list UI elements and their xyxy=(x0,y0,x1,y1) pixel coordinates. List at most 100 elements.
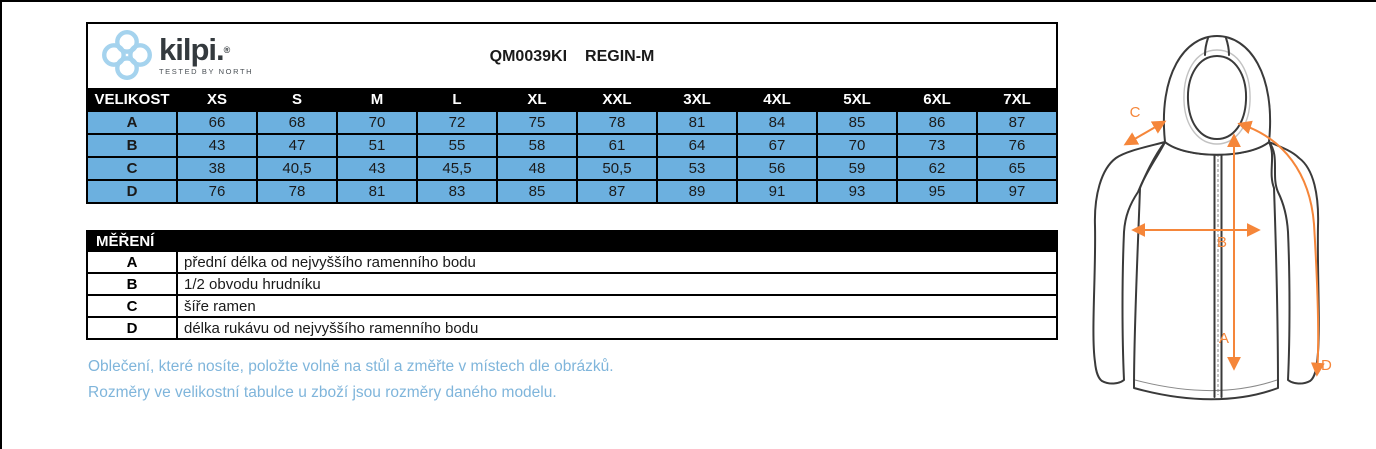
measure-arrow-c xyxy=(1123,120,1167,146)
jacket-torso xyxy=(1133,141,1279,401)
size-table-block: kilpi.® TESTED BY NORTH QM0039KI REGIN-M … xyxy=(86,22,1058,204)
jacket-hem-stitch xyxy=(1134,379,1278,391)
brand-name: kilpi.® xyxy=(159,31,231,67)
size-value-cell: 95 xyxy=(898,181,976,202)
size-column-header: L xyxy=(418,88,496,110)
size-value-cell: 85 xyxy=(818,112,896,133)
size-row-label: C xyxy=(88,158,176,179)
measurement-legend-title: MĚŘENÍ xyxy=(88,232,1056,250)
size-value-cell: 73 xyxy=(898,135,976,156)
jacket-hood-top-seams xyxy=(1204,37,1230,56)
note-line-2: Rozměry ve velikostní tabulce u zboží js… xyxy=(88,384,557,401)
size-column-header: XL xyxy=(498,88,576,110)
size-value-cell: 93 xyxy=(818,181,896,202)
brand-tagline: TESTED BY NORTH xyxy=(159,66,254,76)
size-value-cell: 59 xyxy=(818,158,896,179)
size-column-header: M xyxy=(338,88,416,110)
size-row-label: A xyxy=(88,112,176,133)
size-column-header: XXL xyxy=(578,88,656,110)
diagram-label-d: D xyxy=(1321,357,1332,374)
size-column-header: XS xyxy=(178,88,256,110)
product-code: QM0039KI xyxy=(489,48,568,65)
size-value-cell: 66 xyxy=(178,112,256,133)
product-name: REGIN-M xyxy=(585,48,655,65)
measure-row-label: A xyxy=(88,252,176,272)
jacket-left-sleeve xyxy=(1092,141,1166,385)
size-value-cell: 68 xyxy=(258,112,336,133)
jacket-zipper-placket xyxy=(1213,141,1223,398)
size-column-header: S xyxy=(258,88,336,110)
size-value-cell: 61 xyxy=(578,135,656,156)
size-value-cell: 50,5 xyxy=(578,158,656,179)
size-value-cell: 78 xyxy=(258,181,336,202)
size-column-header: 4XL xyxy=(738,88,816,110)
jacket-diagram: C B A D xyxy=(1092,35,1332,401)
size-value-cell: 85 xyxy=(498,181,576,202)
kilpi-knot-icon xyxy=(102,30,152,80)
size-row-label: B xyxy=(88,135,176,156)
size-value-cell: 87 xyxy=(578,181,656,202)
size-value-cell: 84 xyxy=(738,112,816,133)
measurement-notes: Oblečení, které nosíte, položte volně na… xyxy=(88,354,614,406)
size-value-cell: 40,5 xyxy=(258,158,336,179)
size-value-cell: 81 xyxy=(658,112,736,133)
size-value-cell: 53 xyxy=(658,158,736,179)
size-value-cell: 89 xyxy=(658,181,736,202)
size-value-cell: 75 xyxy=(498,112,576,133)
size-value-cell: 51 xyxy=(338,135,416,156)
size-column-header: 5XL xyxy=(818,88,896,110)
measure-row-description: šíře ramen xyxy=(178,296,1056,316)
size-row-label: D xyxy=(88,181,176,202)
size-value-cell: 70 xyxy=(338,112,416,133)
size-value-cell: 45,5 xyxy=(418,158,496,179)
measure-row-description: délka rukávu od nejvyššího ramenního bod… xyxy=(178,318,1056,338)
jacket-hood-opening xyxy=(1186,55,1248,140)
note-line-1: Oblečení, které nosíte, položte volně na… xyxy=(88,358,614,375)
measure-row-label: B xyxy=(88,274,176,294)
size-value-cell: 67 xyxy=(738,135,816,156)
measure-row-label: D xyxy=(88,318,176,338)
size-value-cell: 91 xyxy=(738,181,816,202)
size-value-cell: 58 xyxy=(498,135,576,156)
registered-mark: ® xyxy=(223,44,231,55)
size-column-header: 7XL xyxy=(978,88,1056,110)
size-value-cell: 76 xyxy=(178,181,256,202)
size-value-cell: 83 xyxy=(418,181,496,202)
size-value-cell: 81 xyxy=(338,181,416,202)
measure-row-description: přední délka od nejvyššího ramenního bod… xyxy=(178,252,1056,272)
size-value-cell: 78 xyxy=(578,112,656,133)
size-value-cell: 86 xyxy=(898,112,976,133)
size-value-cell: 55 xyxy=(418,135,496,156)
size-table-corner-header: VELIKOST xyxy=(88,88,176,110)
size-value-cell: 64 xyxy=(658,135,736,156)
size-value-cell: 43 xyxy=(338,158,416,179)
size-column-header: 3XL xyxy=(658,88,736,110)
size-value-cell: 76 xyxy=(978,135,1056,156)
table-header-row: kilpi.® TESTED BY NORTH QM0039KI REGIN-M xyxy=(88,24,1056,88)
size-value-cell: 97 xyxy=(978,181,1056,202)
diagram-label-a: A xyxy=(1219,330,1229,347)
size-grid: VELIKOST XS S M L XL XXL 3XL 4XL 5XL 6XL 7XL A 66 68 70… xyxy=(88,88,1056,202)
size-value-cell: 62 xyxy=(898,158,976,179)
measure-row-label: C xyxy=(88,296,176,316)
size-value-cell: 56 xyxy=(738,158,816,179)
page-title: QM0039KI REGIN-M xyxy=(88,48,1056,66)
size-value-cell: 72 xyxy=(418,112,496,133)
diagram-label-b: B xyxy=(1217,234,1227,251)
size-value-cell: 47 xyxy=(258,135,336,156)
size-value-cell: 43 xyxy=(178,135,256,156)
brand-text: kilpi.® TESTED BY NORTH xyxy=(159,31,254,76)
brand-logo: kilpi.® TESTED BY NORTH xyxy=(100,28,253,82)
measure-arrow-d xyxy=(1237,120,1325,377)
size-value-cell: 87 xyxy=(978,112,1056,133)
size-column-header: 6XL xyxy=(898,88,976,110)
size-value-cell: 48 xyxy=(498,158,576,179)
measure-row-description: 1/2 obvodu hrudníku xyxy=(178,274,1056,294)
size-value-cell: 38 xyxy=(178,158,256,179)
size-value-cell: 70 xyxy=(818,135,896,156)
jacket-hood-inner-seam xyxy=(1183,49,1251,145)
diagram-label-c: C xyxy=(1130,104,1141,121)
